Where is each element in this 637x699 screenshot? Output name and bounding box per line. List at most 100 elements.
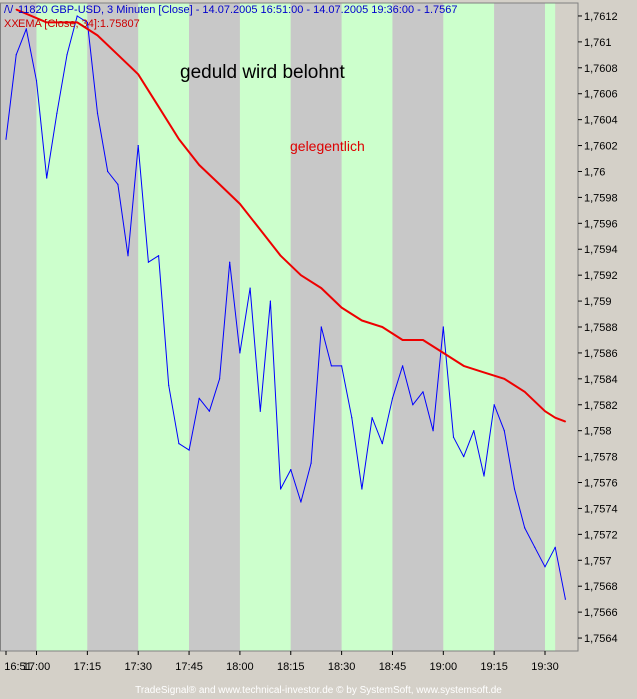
band-gray: [392, 3, 444, 651]
ema-line-point: [402, 339, 404, 341]
price-line-point: [320, 326, 322, 328]
price-line-point: [46, 177, 48, 179]
band-light: [545, 3, 556, 651]
y-tick-label: 1,758: [584, 426, 612, 438]
band-gray: [494, 3, 546, 651]
price-line-point: [117, 183, 119, 185]
price-line-point: [351, 417, 353, 419]
price-line-point: [493, 404, 495, 406]
ema-line-point: [96, 34, 99, 37]
y-tick-label: 1,7586: [584, 348, 618, 360]
y-tick-label: 1,7598: [584, 192, 618, 204]
price-line-point: [127, 255, 129, 257]
x-tick-label: 17:45: [175, 661, 203, 673]
band-gray: [0, 3, 6, 651]
ema-line-point: [158, 106, 160, 108]
price-line-point: [5, 138, 7, 140]
annotation-sub: gelegentlich: [290, 138, 365, 154]
ema-line-point: [483, 371, 485, 373]
x-tick-label: 19:15: [480, 661, 508, 673]
ema-line-point: [341, 307, 343, 309]
series-gbp-usd-close: [5, 15, 567, 600]
price-line-point: [229, 261, 231, 263]
band-light: [341, 3, 393, 651]
ema-line-point: [219, 183, 221, 185]
x-tick-label: 18:15: [277, 661, 305, 673]
ema-line-point: [422, 339, 424, 341]
ema-line-point: [554, 417, 556, 419]
price-line-point: [452, 436, 455, 438]
y-tick-label: 1,7576: [584, 478, 618, 490]
ema-line-point: [46, 21, 48, 23]
band-light: [36, 3, 88, 651]
price-line-point: [219, 378, 221, 380]
ema-line-point: [66, 21, 68, 23]
ema-line-point: [178, 138, 180, 140]
price-line-point: [76, 15, 78, 17]
price-line-point: [259, 410, 261, 412]
x-tick-label: 18:30: [328, 661, 356, 673]
price-line-point: [554, 546, 556, 548]
ema-line-point: [280, 255, 282, 257]
price-line-point: [300, 501, 302, 503]
price-line-point: [513, 488, 516, 490]
price-line-point: [35, 80, 38, 82]
y-tick-label: 1,7604: [584, 115, 618, 127]
price-line-point: [290, 469, 292, 471]
ema-line-point: [320, 287, 322, 289]
price-line-point: [381, 443, 383, 445]
price-line-point: [198, 397, 200, 399]
price-line-point: [56, 112, 58, 114]
ema-line-point: [259, 229, 261, 231]
ema-line-point: [381, 326, 383, 328]
y-tick-label: 1,7608: [584, 63, 618, 75]
y-tick-label: 1,7594: [584, 244, 618, 256]
band-light: [239, 3, 291, 651]
price-line-point: [503, 430, 505, 432]
y-tick-label: 1,7606: [584, 89, 618, 101]
price-line-point: [15, 54, 17, 56]
ema-line-point: [76, 21, 78, 23]
ema-line-point: [524, 391, 526, 393]
ema-line-point: [239, 203, 241, 205]
price-line-point: [208, 410, 210, 412]
price-line-point: [107, 170, 109, 173]
ema-line-point: [544, 410, 546, 412]
band-gray: [189, 3, 240, 651]
x-tick-label: 16:51: [4, 661, 32, 673]
price-line-point: [524, 527, 526, 529]
y-tick-label: 1,7592: [584, 270, 618, 282]
y-tick-label: 1,7582: [584, 400, 618, 412]
price-line-point: [371, 417, 373, 419]
price-line-point: [280, 488, 282, 490]
y-tick-label: 1,76: [584, 166, 605, 178]
price-line-point: [66, 54, 68, 56]
ema-line-point: [15, 8, 17, 11]
price-line-point: [188, 449, 190, 451]
x-tick-label: 17:30: [124, 661, 152, 673]
y-tick-label: 1,761: [584, 37, 612, 49]
price-line-point: [310, 462, 312, 464]
price-line-point: [178, 443, 180, 445]
y-tick-label: 1,7568: [584, 581, 618, 593]
price-line-point: [168, 384, 170, 386]
ema-line-point: [198, 164, 200, 166]
price-line-point: [330, 365, 332, 367]
x-tick-label: 18:00: [226, 661, 254, 673]
price-line-point: [269, 300, 271, 302]
price-line-point: [341, 365, 343, 367]
ema-line-point: [300, 274, 302, 276]
y-tick-label: 1,7566: [584, 607, 618, 619]
time-bands: [0, 3, 556, 651]
price-line: [5, 15, 566, 600]
ema-line-point: [463, 365, 465, 367]
y-tick-label: 1,7572: [584, 529, 618, 541]
band-gray: [6, 3, 37, 651]
ema-line-point: [117, 54, 119, 56]
band-gray: [290, 3, 342, 651]
price-line-point: [137, 145, 139, 147]
ema-line-point: [564, 421, 567, 423]
ema-line-point: [503, 378, 505, 380]
band-light: [138, 3, 190, 651]
y-tick-label: 1,7584: [584, 374, 618, 386]
